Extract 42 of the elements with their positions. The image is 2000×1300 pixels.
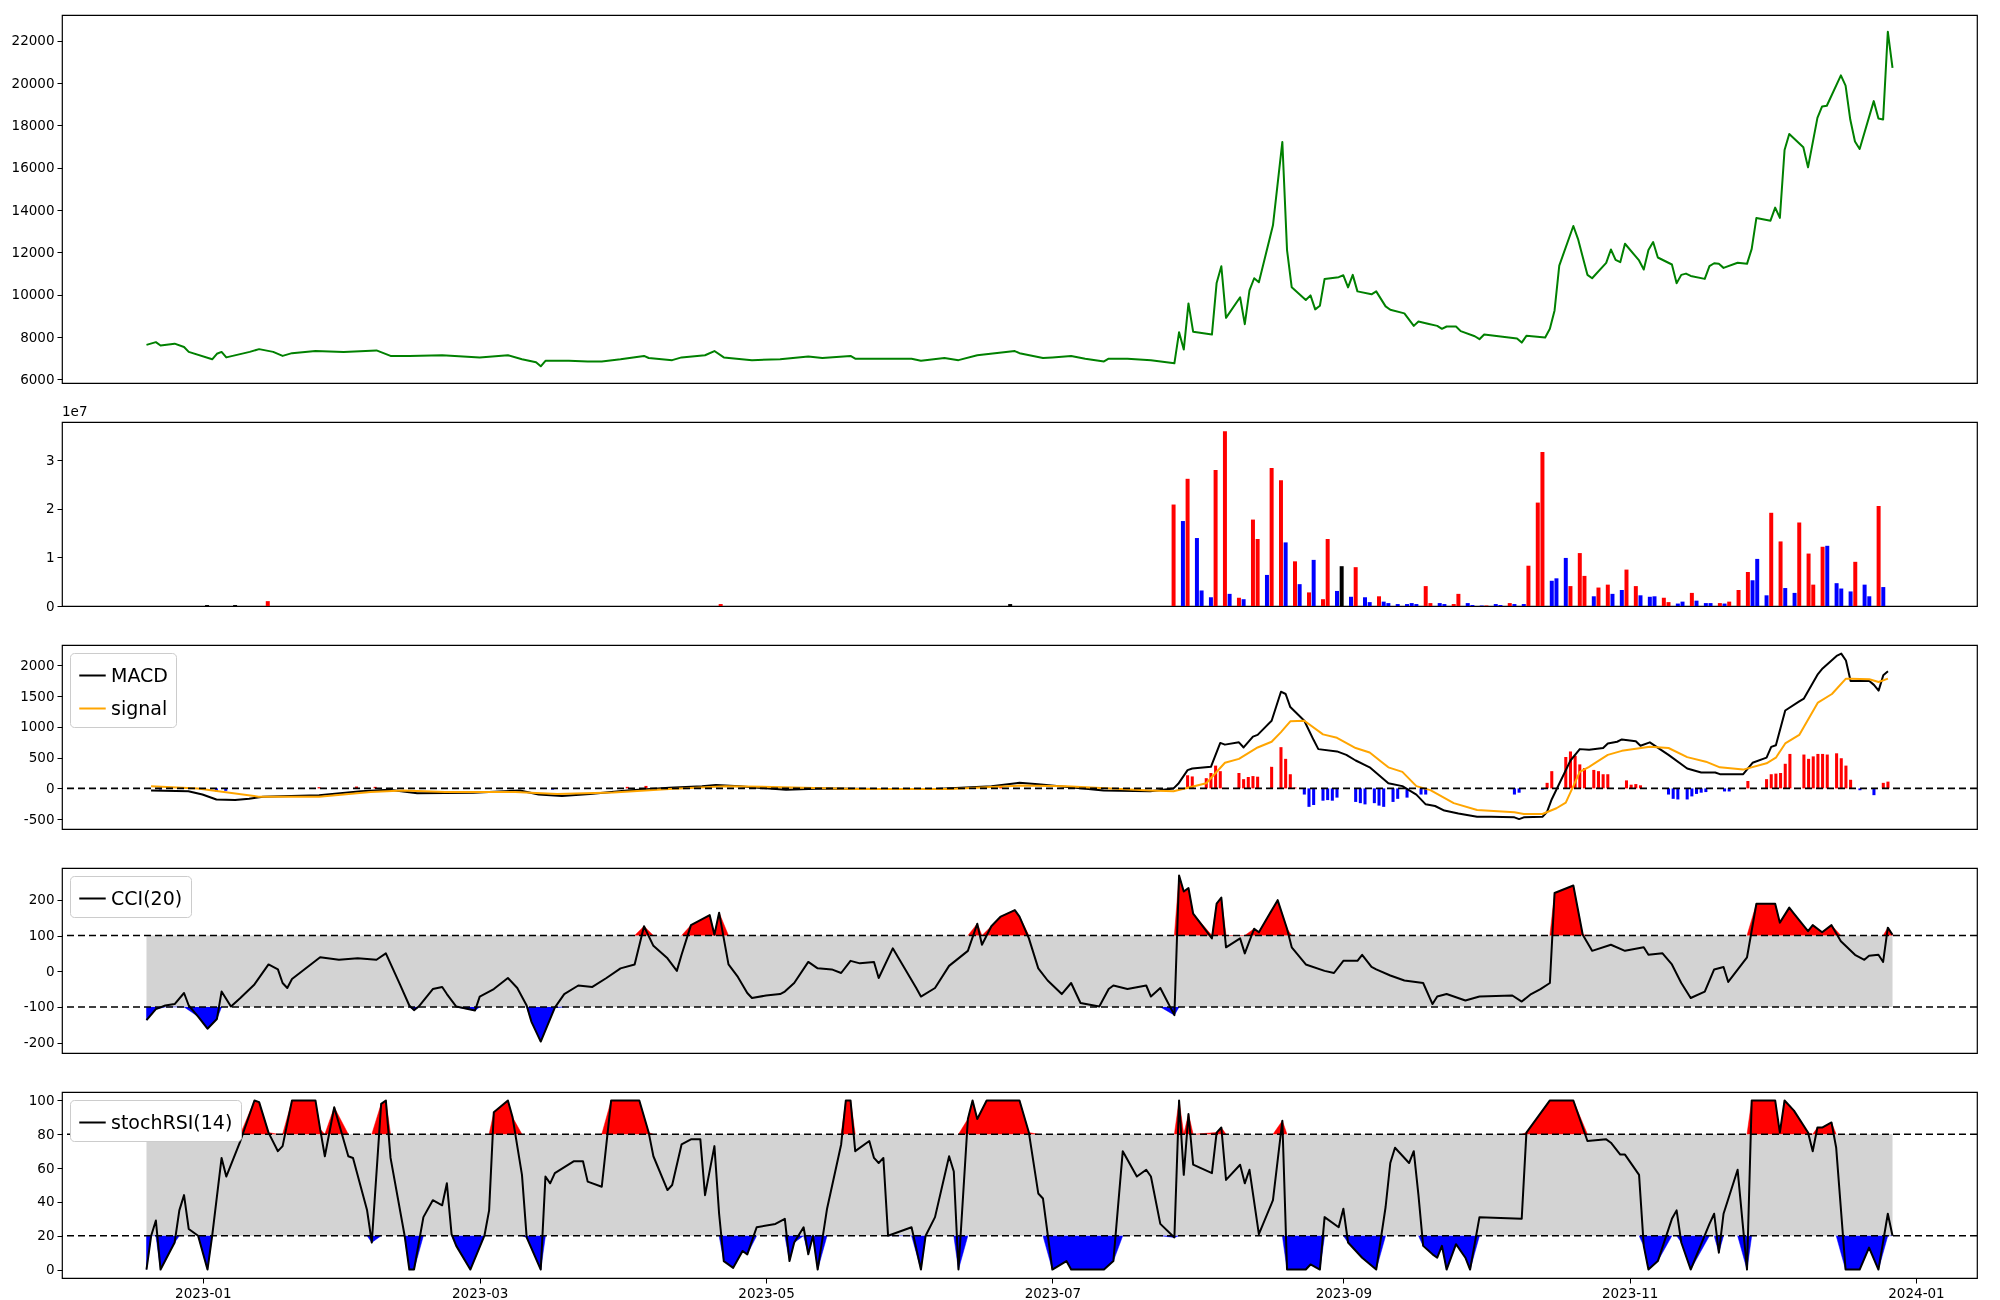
y-tick-label: 3 xyxy=(45,451,55,468)
legend-label: MACD xyxy=(111,663,168,686)
y-tick-label: 60 xyxy=(37,1159,55,1176)
x-tick-label: 2023-01 xyxy=(175,1284,232,1300)
legend-label: CCI(20) xyxy=(111,886,183,909)
y-tick-label: 2 xyxy=(45,500,55,517)
y-tick-label: 200 xyxy=(28,891,55,908)
x-tick-label: 2023-07 xyxy=(1024,1284,1082,1300)
y-tick-label: 6000 xyxy=(20,370,55,387)
text: 1e7 xyxy=(62,403,88,419)
y-tick-label: 0 xyxy=(45,597,55,614)
y-tick-label: 8000 xyxy=(20,328,55,345)
y-tick-label: 0 xyxy=(45,1261,55,1278)
y-tick-label: 2000 xyxy=(20,656,55,673)
y-tick-label: 1000 xyxy=(20,718,55,735)
y-tick-label: 0 xyxy=(45,962,55,979)
y-tick-label: 18000 xyxy=(11,116,55,133)
x-tick-label: 2023-09 xyxy=(1315,1284,1373,1300)
y-tick-label: 1500 xyxy=(20,687,55,704)
y-tick-label: 14000 xyxy=(11,201,55,218)
x-tick-label: 2023-11 xyxy=(1601,1284,1659,1300)
y-tick-label: -100 xyxy=(23,998,55,1015)
x-tick-label: 2023-03 xyxy=(452,1284,509,1300)
y-tick-label: 100 xyxy=(28,1091,55,1108)
x-tick-label: 2024-01 xyxy=(1888,1284,1945,1300)
legend-label: stochRSI(14) xyxy=(111,1110,233,1133)
y-tick-label: 80 xyxy=(37,1125,55,1142)
y-tick-label: 0 xyxy=(45,779,55,796)
y-tick-label: 22000 xyxy=(11,32,55,49)
y-tick-label: 16000 xyxy=(11,159,55,176)
y-tick-label: 500 xyxy=(28,749,55,766)
y-tick-label: 40 xyxy=(37,1193,55,1210)
y-tick-label: 20000 xyxy=(11,74,55,91)
x-tick-label: 2023-05 xyxy=(738,1284,795,1300)
y-tick-label: 100 xyxy=(28,927,55,943)
y-tick-label: 10000 xyxy=(11,286,55,303)
y-tick-label: 20 xyxy=(37,1227,55,1244)
y-tick-label: 1 xyxy=(45,548,55,565)
legend-label: signal xyxy=(111,696,168,719)
y-tick-label: 12000 xyxy=(11,243,55,260)
y-tick-label: -500 xyxy=(23,810,55,827)
y-tick-label: -200 xyxy=(23,1034,55,1051)
